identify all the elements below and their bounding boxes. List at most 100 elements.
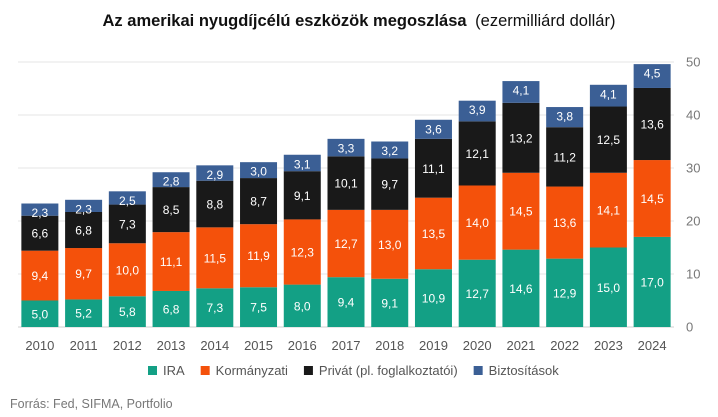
y-tick-label: 10 [686,267,700,282]
bar-segment [371,158,409,210]
bars [21,64,671,327]
data-label: 3,2 [381,144,398,158]
x-tick-label: 2015 [244,338,273,353]
data-label: 14,1 [597,204,621,218]
data-label: 8,0 [294,299,311,313]
bar-segment [152,232,190,291]
y-tick-label: 30 [686,161,700,176]
bar-segment [196,227,234,289]
bar-segment [589,247,627,327]
bar-segment [21,203,59,216]
bar-segment [371,141,409,159]
source-note: Forrás: Fed, SIFMA, Portfolio [10,397,173,411]
legend-label: Privát (pl. foglalkoztatói) [319,363,458,378]
bar-segment [414,197,452,270]
bar-segment [327,156,365,210]
legend-swatch [303,366,313,375]
data-label: 3,9 [469,103,486,117]
data-label: 9,7 [381,178,398,192]
x-tick-label: 2014 [200,338,229,353]
data-label: 3,3 [338,141,355,155]
data-label: 12,1 [466,147,490,161]
data-label: 2,3 [32,206,49,220]
data-label: 6,8 [75,224,92,238]
bar-segment [21,215,59,251]
x-tick-label: 2023 [594,338,623,353]
data-label: 8,7 [250,195,267,209]
bar-segment [108,204,146,244]
bar-segment [633,236,671,327]
data-labels: 5,0 9,4 6,6 2,3 5,2 9,7 6,8 2,3 5,8 10,0 7,3 2,5 6,8… [32,67,665,322]
data-label: 15,0 [597,281,621,295]
data-label: 12,7 [466,287,490,301]
bar-segment [633,87,671,161]
data-label: 6,6 [32,227,49,241]
bar-segment [21,250,59,301]
y-tick-label: 0 [686,320,693,335]
bar-segment [196,165,234,181]
bar-segment [65,199,103,212]
bar-segment [502,81,540,103]
data-label: 11,1 [422,162,445,176]
bar-segment [546,186,584,259]
data-label: 2,3 [75,202,92,216]
legend-label: IRA [163,363,185,378]
y-tick-label: 40 [686,108,700,123]
bar-segment [458,100,496,122]
y-axis: 0 10 20 30 40 50 [686,55,700,335]
data-label: 12,7 [334,237,358,251]
bar-segment [65,248,103,300]
data-label: 3,6 [425,122,442,136]
bar-segment [196,180,234,228]
data-label: 4,1 [600,87,617,101]
bar-segment [458,121,496,186]
data-label: 11,9 [247,249,270,263]
bar-segment [546,258,584,327]
x-tick-label: 2018 [375,338,404,353]
data-label: 2,8 [163,175,180,189]
data-label: 10,1 [334,177,358,191]
data-label: 13,6 [640,118,664,132]
x-tick-label: 2010 [25,338,54,353]
bar-segment [371,278,409,327]
data-label: 13,2 [509,131,533,145]
data-label: 8,8 [206,198,223,212]
data-label: 9,1 [294,189,311,203]
bar-segment [108,243,146,297]
data-label: 14,0 [466,216,490,230]
data-label: 12,5 [597,133,621,147]
bar-segment [414,138,452,198]
data-label: 11,5 [204,251,227,265]
bar-segment [65,211,103,249]
legend-swatch [200,366,210,375]
data-label: 7,5 [250,301,267,315]
data-label: 3,1 [294,157,311,171]
data-label: 9,7 [75,267,92,281]
bar-segment [283,171,321,220]
chart-title: Az amerikai nyugdíjcélú eszközök megoszl… [103,12,468,30]
x-tick-label: 2024 [638,338,667,353]
y-tick-label: 50 [686,55,700,70]
data-label: 12,9 [553,286,577,300]
data-label: 11,1 [160,255,183,269]
data-label: 11,2 [553,150,576,164]
data-label: 2,9 [206,168,223,182]
x-tick-label: 2022 [550,338,579,353]
bar-segment [633,64,671,88]
data-label: 13,5 [422,227,446,241]
bar-segment [414,119,452,139]
x-tick-label: 2017 [332,338,361,353]
data-label: 3,0 [250,165,267,179]
bar-segment [633,160,671,237]
data-label: 7,3 [206,301,223,315]
bar-segment [283,284,321,327]
bar-segment [589,172,627,248]
legend-label: Kormányzati [216,363,288,378]
data-label: 10,0 [116,263,140,277]
data-label: 7,3 [119,217,136,231]
x-tick-label: 2020 [463,338,492,353]
bar-segment [240,162,278,179]
bar-segment [414,269,452,327]
data-label: 4,1 [513,84,530,98]
